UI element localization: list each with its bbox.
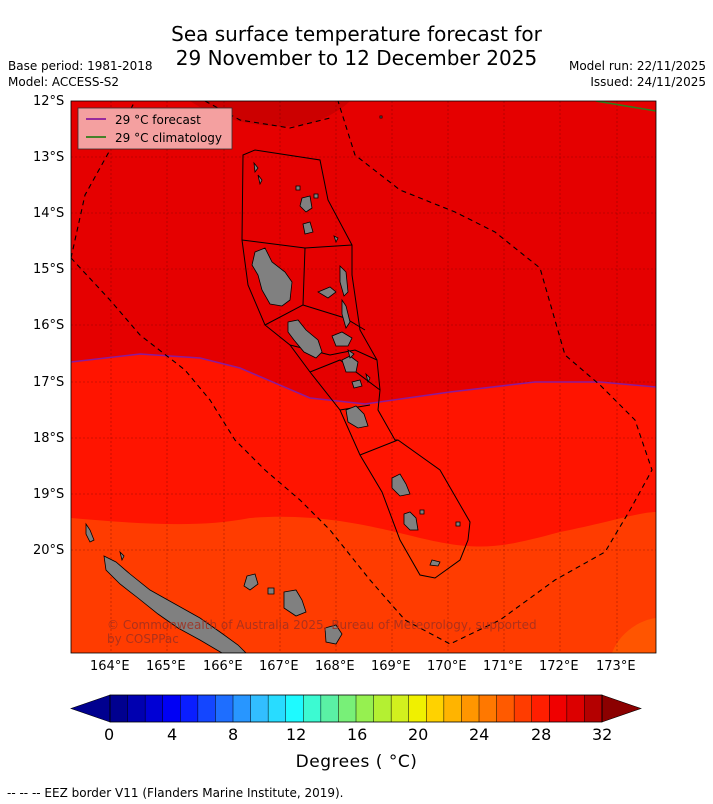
map-frame bbox=[70, 100, 657, 654]
land-vanuatu bbox=[251, 115, 461, 567]
title-line-1: Sea surface temperature forecast for bbox=[171, 22, 542, 46]
lon-label-166e: 166°E bbox=[203, 659, 243, 674]
graticule bbox=[71, 101, 656, 653]
colorbar-segment bbox=[549, 695, 568, 722]
colorbar-segment bbox=[268, 695, 287, 722]
colorbar bbox=[70, 694, 642, 723]
colorbar-label: Degrees ( °C) bbox=[295, 752, 418, 772]
colorbar-segment bbox=[197, 695, 216, 722]
colorbar-tick-24: 24 bbox=[469, 725, 490, 744]
colorbar-tick-0: 0 bbox=[104, 725, 115, 744]
colorbar-segment bbox=[566, 695, 585, 722]
colorbar-segment bbox=[496, 695, 515, 722]
colorbar-tick-20: 20 bbox=[408, 725, 429, 744]
lon-label-172e: 172°E bbox=[539, 659, 579, 674]
model-name: Model: ACCESS-S2 bbox=[8, 75, 120, 89]
colorbar-segment bbox=[285, 695, 304, 722]
lon-label-171e: 171°E bbox=[483, 659, 523, 674]
land-new-caledonia bbox=[85, 522, 343, 653]
legend-climatology-label: 29 °C climatology bbox=[115, 131, 222, 145]
eez-footnote: -- -- -- EEZ border V11 (Flanders Marine… bbox=[7, 786, 344, 800]
contour-29-forecast bbox=[71, 353, 656, 405]
lon-label-168e: 168°E bbox=[315, 659, 355, 674]
colorbar-tick-12: 12 bbox=[286, 725, 307, 744]
lat-label-16s: 16°S bbox=[33, 318, 65, 333]
lat-label-12s: 12°S bbox=[33, 94, 65, 109]
colorbar-segment bbox=[426, 695, 445, 722]
copyright-line-2: by COSPPac bbox=[107, 632, 179, 646]
lat-label-14s: 14°S bbox=[33, 206, 65, 221]
sst-band-30 bbox=[190, 101, 350, 127]
map-legend: 29 °C forecast 29 °C climatology bbox=[77, 107, 233, 150]
lat-label-17s: 17°S bbox=[33, 375, 65, 390]
base-period: Base period: 1981-2018 bbox=[8, 59, 153, 73]
colorbar-segment bbox=[320, 695, 339, 722]
colorbar-tick-32: 32 bbox=[592, 725, 613, 744]
colorbar-over-arrow bbox=[601, 694, 642, 723]
model-run: Model run: 22/11/2025 bbox=[568, 59, 706, 73]
colorbar-segment bbox=[584, 695, 603, 722]
colorbar-segment bbox=[479, 695, 498, 722]
colorbar-segment bbox=[180, 695, 199, 722]
contour-29-climatology bbox=[595, 101, 656, 112]
colorbar-segment bbox=[514, 695, 533, 722]
map-plot-area bbox=[71, 101, 656, 653]
colorbar-tick-16: 16 bbox=[347, 725, 368, 744]
colorbar-segment bbox=[233, 695, 252, 722]
colorbar-segment bbox=[356, 695, 375, 722]
colorbar-tick-4: 4 bbox=[167, 725, 178, 744]
colorbar-segment bbox=[162, 695, 181, 722]
legend-forecast-label: 29 °C forecast bbox=[115, 113, 201, 127]
copyright-line-1: © Commonwealth of Australia 2025, Bureau… bbox=[107, 618, 537, 632]
colorbar-segment bbox=[373, 695, 392, 722]
colorbar-segment bbox=[443, 695, 462, 722]
colorbar-segment bbox=[215, 695, 234, 722]
issued-date: Issued: 24/11/2025 bbox=[590, 75, 706, 89]
sst-band-27-28 bbox=[71, 512, 656, 653]
lon-label-167e: 167°E bbox=[259, 659, 299, 674]
colorbar-segment bbox=[110, 695, 129, 722]
colorbar-segment bbox=[338, 695, 357, 722]
colorbar-segment bbox=[531, 695, 550, 722]
colorbar-segment bbox=[250, 695, 269, 722]
lon-label-169e: 169°E bbox=[371, 659, 411, 674]
colorbar-segment bbox=[461, 695, 480, 722]
lon-label-165e: 165°E bbox=[146, 659, 186, 674]
colorbar-tick-28: 28 bbox=[531, 725, 552, 744]
colorbar-segment bbox=[391, 695, 410, 722]
colorbar-segment bbox=[127, 695, 146, 722]
province-borders bbox=[241, 149, 471, 579]
colorbar-segment bbox=[408, 695, 427, 722]
title-line-2: 29 November to 12 December 2025 bbox=[175, 46, 538, 70]
colorbar-under-arrow bbox=[70, 694, 111, 723]
lon-label-173e: 173°E bbox=[596, 659, 636, 674]
chart-title: Sea surface temperature forecast for 29 … bbox=[0, 22, 713, 70]
lat-label-15s: 15°S bbox=[33, 262, 65, 277]
colorbar-tick-8: 8 bbox=[228, 725, 239, 744]
lat-label-20s: 20°S bbox=[33, 543, 65, 558]
lon-label-170e: 170°E bbox=[427, 659, 467, 674]
sst-band-26-27 bbox=[612, 618, 656, 653]
colorbar-frame bbox=[109, 694, 603, 723]
lat-label-19s: 19°S bbox=[33, 487, 65, 502]
lon-label-164e: 164°E bbox=[90, 659, 130, 674]
legend-box bbox=[77, 107, 233, 150]
lat-label-13s: 13°S bbox=[33, 150, 65, 165]
colorbar-segment bbox=[145, 695, 164, 722]
colorbar-segment bbox=[303, 695, 322, 722]
lat-label-18s: 18°S bbox=[33, 431, 65, 446]
